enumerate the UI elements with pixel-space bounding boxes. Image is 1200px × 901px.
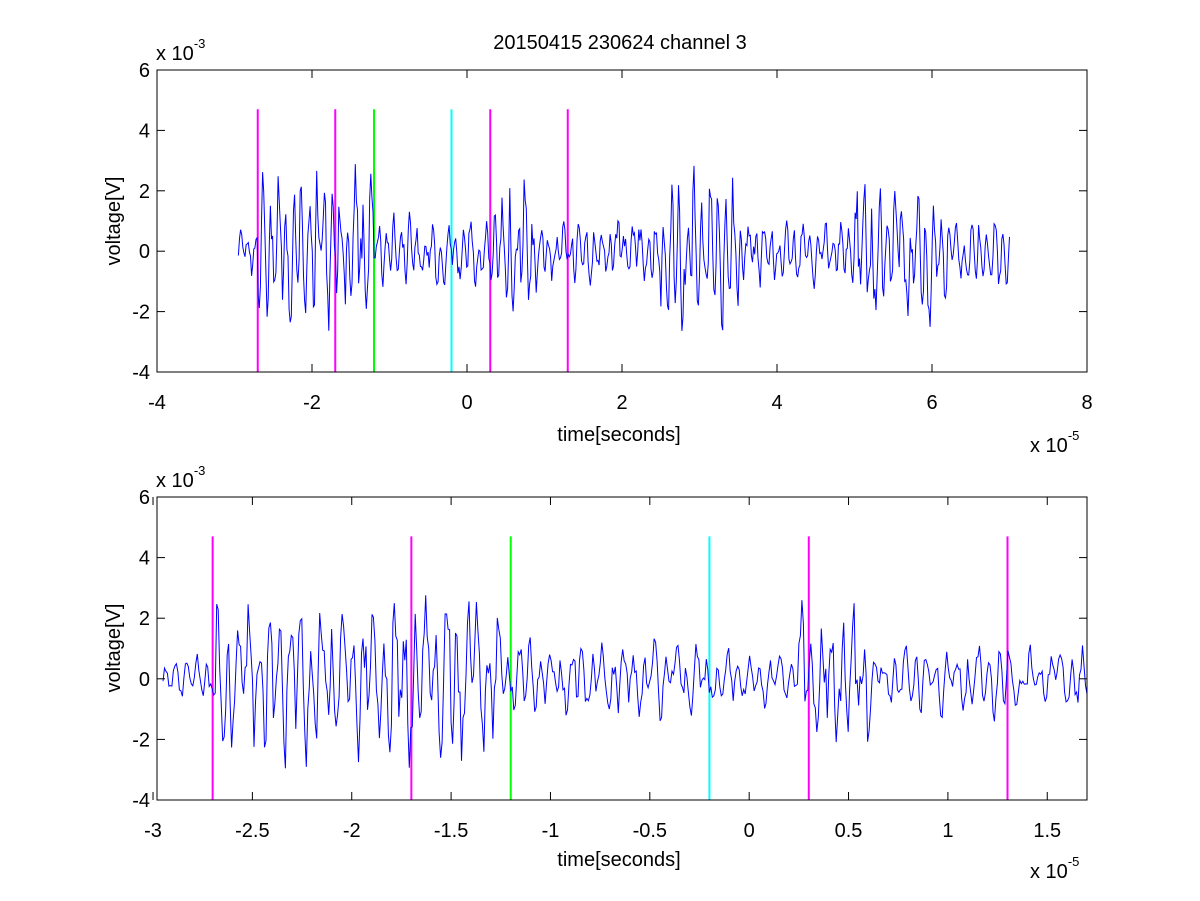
top-y-axis-label: voltage[V] [103, 177, 125, 266]
top-signal-series [237, 164, 1010, 331]
top-y-tick-label: -2 [132, 302, 150, 324]
chart-title: 20150415 230624 channel 3 [493, 32, 747, 54]
top-y-tick-label: 6 [139, 60, 150, 82]
bottom-subplot: -3 -2.5 -2 -1.5 -1 -0.5 0 0.5 1 1.5 -4 -2 0 2 4 6 time… [103, 463, 1088, 883]
bottom-x-tick-label: -2.5 [235, 820, 269, 842]
top-y-tick-label: -4 [132, 362, 150, 384]
bottom-y-tick-label: -2 [132, 729, 150, 751]
top-axes-frame [156, 69, 1088, 373]
bottom-y-ticks: -4 -2 0 2 4 6 [132, 487, 1087, 812]
bottom-signal-line [162, 595, 1088, 769]
bottom-x-tick-label: -2 [343, 820, 361, 842]
top-y-ticks: -4 -2 0 2 4 6 [132, 60, 1087, 384]
bottom-x-tick-label: 0.5 [835, 820, 863, 842]
top-x-tick-label: 4 [771, 392, 782, 414]
bottom-x-axis-label: time[seconds] [557, 849, 680, 871]
top-y-tick-label: 2 [139, 181, 150, 203]
bottom-y-axis-label: voltage[V] [103, 604, 125, 693]
bottom-marker-lines [211, 536, 1009, 800]
bottom-x-tick-label: -0.5 [633, 820, 667, 842]
top-x-tick-label: -4 [148, 392, 166, 414]
bottom-x-multiplier: x 10-5 [1030, 854, 1079, 883]
top-x-tick-label: 6 [926, 392, 937, 414]
top-signal-line [237, 164, 1010, 331]
bottom-signal-series [162, 595, 1088, 769]
bottom-y-tick-label: 6 [139, 487, 150, 509]
top-x-ticks: -4 -2 0 2 4 6 8 [148, 70, 1093, 414]
top-x-tick-label: 8 [1081, 392, 1092, 414]
bottom-x-ticks: -3 -2.5 -2 -1.5 -1 -0.5 0 0.5 1 1.5 [144, 497, 1061, 842]
bottom-y-tick-label: 2 [139, 608, 150, 630]
top-x-axis-label: time[seconds] [557, 424, 680, 446]
top-x-tick-label: 0 [461, 392, 472, 414]
bottom-x-tick-label: 1.5 [1033, 820, 1061, 842]
top-y-tick-label: 0 [139, 241, 150, 263]
top-y-tick-label: 4 [139, 120, 150, 142]
bottom-y-multiplier: x 10-3 [156, 463, 205, 492]
top-x-tick-label: -2 [303, 392, 321, 414]
bottom-x-tick-label: 0 [744, 820, 755, 842]
top-x-multiplier: x 10-5 [1030, 428, 1079, 457]
bottom-x-tick-label: -1 [542, 820, 560, 842]
bottom-y-tick-label: 0 [139, 669, 150, 691]
bottom-axes-frame [156, 496, 1088, 801]
bottom-x-tick-label: 1 [942, 820, 953, 842]
top-marker-lines [256, 109, 569, 372]
top-x-tick-label: 2 [616, 392, 627, 414]
top-y-multiplier: x 10-3 [156, 36, 205, 65]
bottom-y-tick-label: 4 [139, 548, 150, 570]
bottom-y-tick-label: -4 [132, 790, 150, 812]
top-subplot: 20150415 230624 channel 3 -4 -2 0 2 4 6 8 -4 -2… [103, 32, 1093, 457]
bottom-x-tick-label: -3 [144, 820, 162, 842]
bottom-x-tick-label: -1.5 [434, 820, 468, 842]
